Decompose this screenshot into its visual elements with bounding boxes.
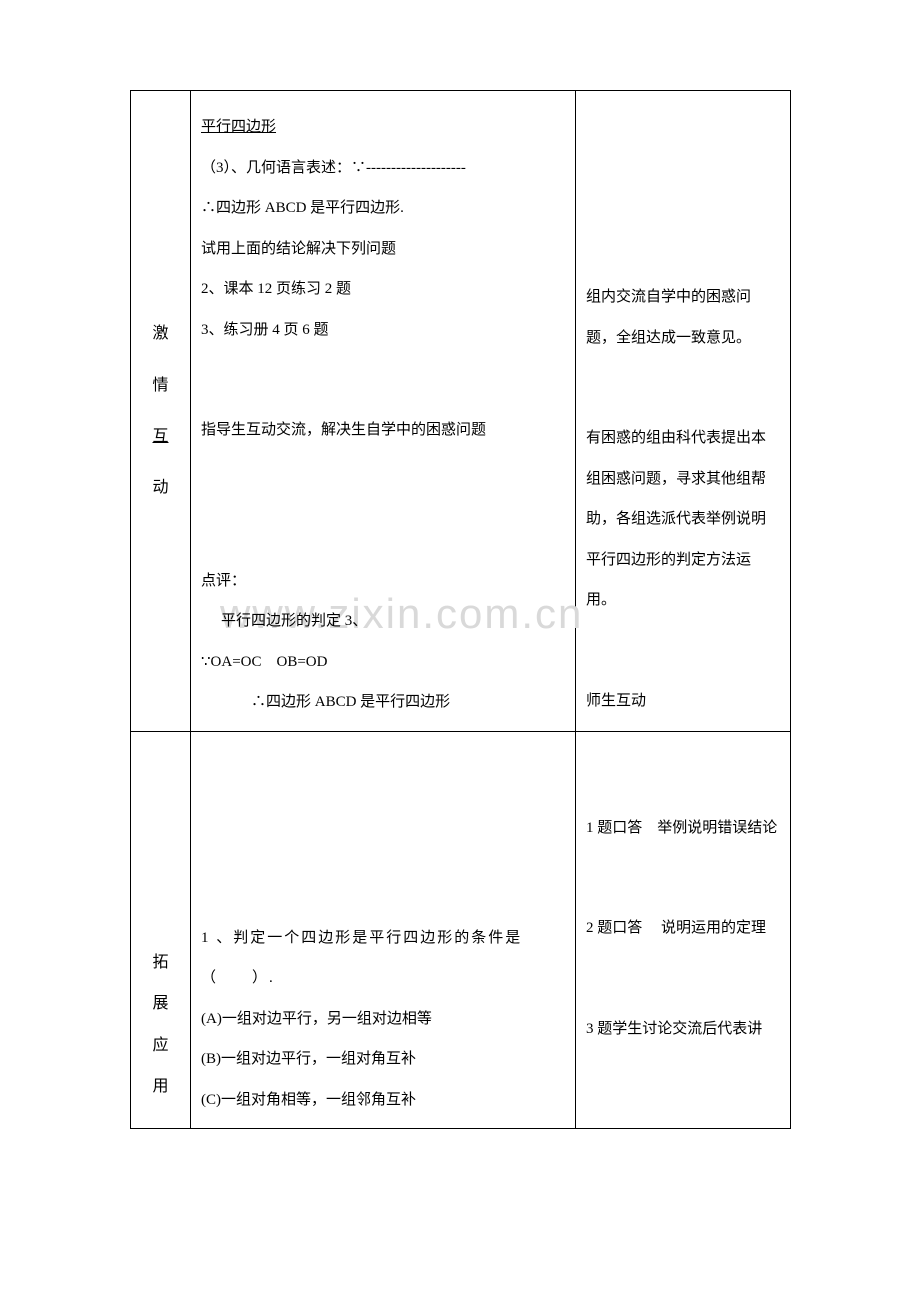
label-char: 动 bbox=[152, 462, 168, 513]
spacer bbox=[201, 350, 565, 410]
row2-middle-content: 1 、判定一个四边形是平行四边形的条件是（ ）. (A)一组对边平行，另一组对边… bbox=[201, 740, 565, 1121]
text-line: (A)一组对边平行，另一组对边相等 bbox=[201, 999, 565, 1040]
spacer bbox=[201, 898, 565, 918]
row2-label-cell: 拓 展 应 用 bbox=[131, 731, 191, 1129]
text-line: 3 题学生讨论交流后代表讲 bbox=[586, 1009, 780, 1050]
table-row: 激 情 互 动 平行四边形 （3）、几何语言表述：∵--------------… bbox=[131, 91, 791, 732]
spacer bbox=[586, 107, 780, 257]
text-line: 平行四边形的判定 3、 bbox=[201, 601, 565, 642]
row1-label-cell: 激 情 互 动 bbox=[131, 91, 191, 732]
row1-middle-cell: 平行四边形 （3）、几何语言表述：∵-------------------- ∴… bbox=[191, 91, 576, 732]
table-row: 拓 展 应 用 1 、判定一个四边形是平行四边形的条件是（ ）. (A)一组对边… bbox=[131, 731, 791, 1129]
text-line: ∴四边形 ABCD 是平行四边形 bbox=[201, 682, 565, 723]
label-char: 情 bbox=[152, 360, 168, 411]
row1-right-content: 组内交流自学中的困惑问题，全组达成一致意见。 有困惑的组由科代表提出本组困惑问题… bbox=[586, 99, 780, 721]
label-char: 展 bbox=[152, 983, 168, 1025]
row1-middle-content: 平行四边形 （3）、几何语言表述：∵-------------------- ∴… bbox=[201, 99, 565, 723]
lesson-table: 激 情 互 动 平行四边形 （3）、几何语言表述：∵--------------… bbox=[130, 90, 791, 1129]
label-char: 用 bbox=[152, 1066, 168, 1108]
label-char: 应 bbox=[152, 1025, 168, 1067]
text-line: 组内交流自学中的困惑问题，全组达成一致意见。 bbox=[586, 277, 780, 358]
text-line: 1 、判定一个四边形是平行四边形的条件是（ ）. bbox=[201, 918, 565, 999]
text-line: 指导生互动交流，解决生自学中的困惑问题 bbox=[201, 410, 565, 451]
document-page: 激 情 互 动 平行四边形 （3）、几何语言表述：∵--------------… bbox=[0, 0, 920, 1169]
text-line: 试用上面的结论解决下列问题 bbox=[201, 229, 565, 270]
text-line: (B)一组对边平行，一组对角互补 bbox=[201, 1039, 565, 1080]
text-line: 2、课本 12 页练习 2 题 bbox=[201, 269, 565, 310]
spacer bbox=[586, 848, 780, 908]
text-line: （3）、几何语言表述：∵-------------------- bbox=[201, 148, 565, 189]
spacer bbox=[586, 949, 780, 1009]
spacer bbox=[586, 257, 780, 277]
text-line: 点评： bbox=[201, 561, 565, 602]
text-line: 师生互动 bbox=[586, 681, 780, 722]
text-line: 1 题口答 举例说明错误结论 bbox=[586, 808, 780, 849]
row2-right-cell: 1 题口答 举例说明错误结论 2 题口答 说明运用的定理 3 题学生讨论交流后代… bbox=[576, 731, 791, 1129]
spacer bbox=[586, 621, 780, 681]
text-line: 2 题口答 说明运用的定理 bbox=[586, 908, 780, 949]
text-line: 平行四边形 bbox=[201, 107, 565, 148]
row1-right-cell: 组内交流自学中的困惑问题，全组达成一致意见。 有困惑的组由科代表提出本组困惑问题… bbox=[576, 91, 791, 732]
spacer bbox=[586, 748, 780, 808]
row2-right-content: 1 题口答 举例说明错误结论 2 题口答 说明运用的定理 3 题学生讨论交流后代… bbox=[586, 740, 780, 1050]
text-line: 3、练习册 4 页 6 题 bbox=[201, 310, 565, 351]
label-char: 拓 bbox=[152, 942, 168, 984]
spacer bbox=[586, 358, 780, 418]
row2-middle-cell: 1 、判定一个四边形是平行四边形的条件是（ ）. (A)一组对边平行，另一组对边… bbox=[191, 731, 576, 1129]
text-line: (C)一组对角相等，一组邻角互补 bbox=[201, 1080, 565, 1121]
spacer bbox=[201, 451, 565, 561]
text-line: ∵OA=OC OB=OD bbox=[201, 642, 565, 683]
text-line: ∴四边形 ABCD 是平行四边形. bbox=[201, 188, 565, 229]
label-char: 互 bbox=[152, 411, 168, 462]
spacer bbox=[201, 748, 565, 898]
text-line: 有困惑的组由科代表提出本组困惑问题，寻求其他组帮助，各组选派代表举例说明平行四边… bbox=[586, 418, 780, 621]
row1-label: 激 情 互 动 bbox=[141, 308, 180, 513]
label-char: 激 bbox=[152, 308, 168, 359]
row2-label: 拓 展 应 用 bbox=[141, 942, 180, 1108]
